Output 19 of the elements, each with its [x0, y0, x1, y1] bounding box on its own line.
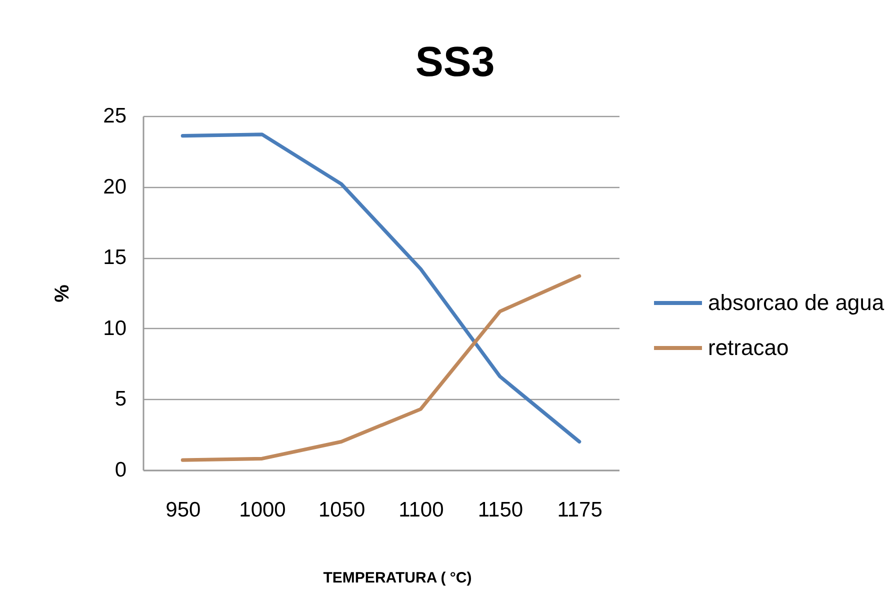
legend-label: absorcao de agua [708, 290, 885, 315]
line-series [180, 132, 582, 444]
y-tick-label: 0 [114, 458, 126, 482]
y-tick-label: 10 [103, 316, 126, 340]
x-tick-label: 1150 [478, 498, 524, 522]
x-tick-label: 950 [166, 498, 201, 522]
x-tick-label: 1000 [239, 498, 286, 522]
y-axis-title: % [52, 284, 74, 302]
x-tick-label: 1050 [318, 498, 366, 522]
x-tick-label: 1100 [398, 498, 444, 522]
y-tick-label: 25 [103, 104, 126, 128]
x-axis-title: TEMPERATURA ( °C) [323, 570, 472, 586]
chart-title: SS3 [415, 38, 495, 85]
x-tick-label: 1175 [557, 498, 602, 522]
y-tick-label: 5 [114, 388, 126, 411]
line-series [180, 274, 582, 462]
y-tick-label: 15 [103, 246, 126, 270]
legend-label: retracao [708, 335, 789, 360]
y-tick-label: 20 [103, 175, 126, 198]
